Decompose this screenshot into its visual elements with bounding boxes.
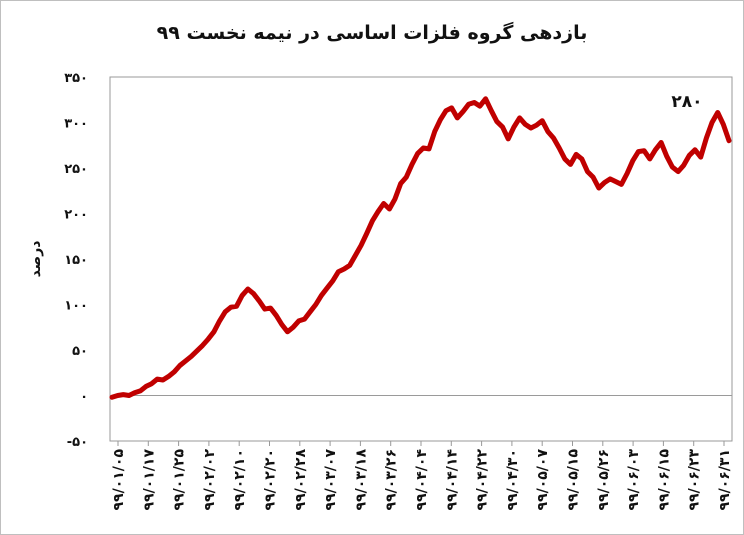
y-axis-label: درصد	[28, 241, 44, 278]
y-tick-label: ۲۵۰	[64, 162, 88, 177]
x-tick-label: ۹۹/۰۲/۱۰	[232, 449, 248, 511]
x-tick-label: ۹۹/۰۳/۲۶	[384, 449, 400, 511]
y-tick-label: ۱۰۰	[64, 299, 88, 314]
x-tick-label: ۹۹/۰۲/۲۸	[293, 449, 309, 511]
plot-area	[109, 76, 733, 442]
x-tick-label: ۹۹/۰۵/۱۵	[566, 449, 582, 511]
x-tick-label: ۹۹/۰۵/۲۶	[596, 449, 612, 511]
x-tick-label: ۹۹/۰۱/۱۷	[141, 449, 157, 511]
x-tick-label: ۹۹/۰۴/۲۲	[475, 449, 491, 511]
y-tick-label: ۳۰۰	[64, 117, 88, 132]
chart-title: بازدهی گروه فلزات اساسی در نیمه نخست ۹۹	[156, 22, 588, 44]
x-tick-label: ۹۹/۰۶/۲۳	[687, 449, 703, 511]
x-tick-label: ۹۹/۰۱/۰۵	[111, 449, 127, 511]
annotation-label: ۲۸۰	[671, 92, 702, 112]
y-tick-label: ۵۰	[72, 344, 88, 359]
x-tick-label: ۹۹/۰۶/۱۵	[656, 449, 672, 511]
x-tick-label: ۹۹/۰۲/۰۲	[202, 449, 218, 511]
y-tick-label: -۵۰	[67, 435, 88, 450]
x-tick-label: ۹۹/۰۴/۰۴	[414, 449, 430, 511]
y-tick-label: ۰	[80, 390, 88, 405]
x-tick-label: ۹۹/۰۴/۳۰	[505, 449, 521, 511]
x-tick-label: ۹۹/۰۴/۱۴	[444, 449, 460, 511]
y-axis: -۵۰ ۰ ۵۰ ۱۰۰ ۱۵۰ ۲۰۰ ۲۵۰ ۳۰۰ ۳۵۰	[64, 71, 88, 450]
x-tick-label: ۹۹/۰۲/۲۰	[263, 449, 279, 511]
series-line	[109, 96, 732, 400]
x-tick-label: ۹۹/۰۱/۲۵	[172, 449, 188, 511]
y-tick-label: ۱۵۰	[64, 253, 88, 268]
y-tick-label: ۲۰۰	[64, 208, 88, 223]
x-tick-label: ۹۹/۰۵/۰۷	[535, 449, 551, 511]
x-tick-label: ۹۹/۰۳/۱۸	[353, 449, 369, 511]
x-tick-label: ۹۹/۰۶/۰۳	[626, 449, 642, 511]
x-tick-label: ۹۹/۰۶/۳۱	[717, 449, 733, 511]
x-axis: ۹۹/۰۱/۰۵ ۹۹/۰۱/۱۷ ۹۹/۰۱/۲۵ ۹۹/۰۲/۰۲ ۹۹/۰۲/۱۰…	[111, 441, 733, 511]
x-tick-label: ۹۹/۰۳/۰۷	[323, 449, 339, 511]
y-tick-label: ۳۵۰	[64, 71, 88, 86]
